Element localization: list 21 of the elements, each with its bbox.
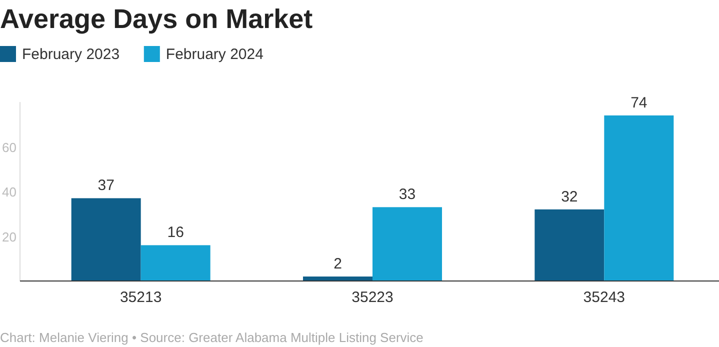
data-label: 32 xyxy=(561,188,578,206)
data-label: 74 xyxy=(630,94,648,112)
bar xyxy=(372,207,442,281)
chart-title: Average Days on Market xyxy=(0,4,313,34)
bar xyxy=(534,209,604,281)
bar xyxy=(140,245,210,281)
legend-label: February 2024 xyxy=(166,46,264,63)
y-tick-label: 20 xyxy=(2,229,16,244)
x-tick-label: 35243 xyxy=(583,289,626,306)
data-label: 37 xyxy=(98,177,114,194)
y-tick-label: 60 xyxy=(2,140,16,155)
legend-label: February 2023 xyxy=(22,46,120,63)
y-tick-label: 40 xyxy=(2,184,16,200)
data-label: 16 xyxy=(167,224,184,242)
data-label: 33 xyxy=(398,186,416,204)
data-label: 2 xyxy=(334,256,342,273)
bar xyxy=(71,198,141,281)
x-tick-label: 35213 xyxy=(120,289,162,306)
text: Chart: Melanie Viering • Source: Greater Alabama Multiple Listing Service xyxy=(0,330,424,345)
bar xyxy=(604,115,674,281)
x-tick-label: 35223 xyxy=(352,289,394,306)
